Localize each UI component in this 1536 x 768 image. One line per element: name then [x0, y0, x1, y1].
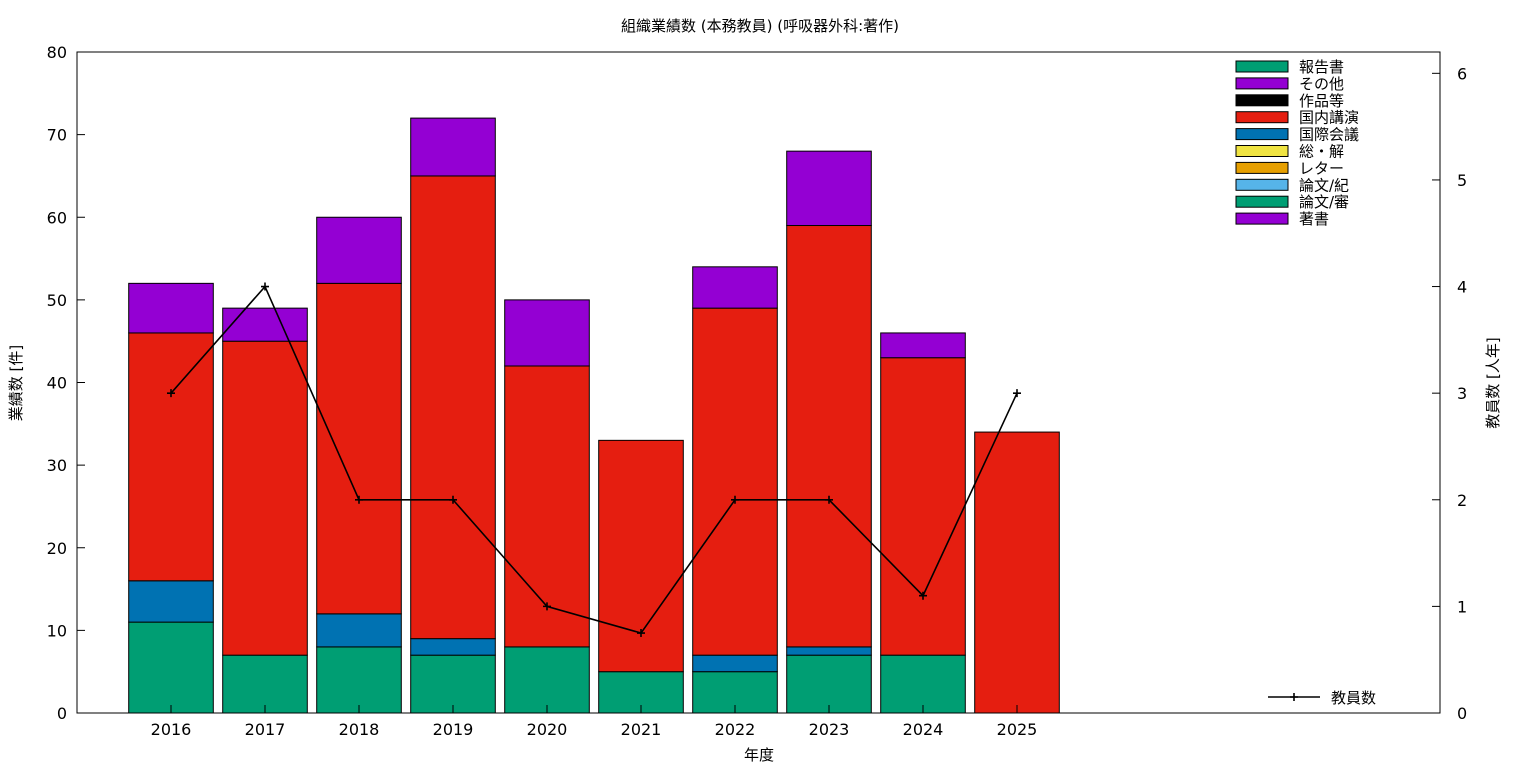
- y-tick-label-7: 70: [47, 126, 67, 145]
- bar-segment-3-5: [598, 439, 684, 673]
- bar-segment-8-0: [128, 621, 214, 714]
- x-tick-label-5: 2021: [621, 720, 662, 739]
- bar-segment-3-9: [974, 431, 1060, 714]
- line-layer: [167, 282, 1021, 638]
- bar-segment-3-1: [222, 340, 308, 656]
- bar-segment-9-8: [880, 332, 966, 359]
- faculty-count-point-1: [261, 282, 269, 291]
- bar-segment-3-6: [692, 307, 778, 656]
- faculty-count-point-6: [731, 495, 739, 504]
- bar-segment-4-3: [410, 638, 496, 656]
- bar-segment-9-3: [410, 117, 496, 177]
- bar-segment-4-2: [316, 613, 402, 648]
- bar-segment-3-7: [786, 225, 872, 648]
- y-tick-label-2: 20: [47, 539, 67, 558]
- faculty-count-point-8: [919, 591, 927, 600]
- x-tick-label-2: 2018: [339, 720, 380, 739]
- x-tick-label-7: 2023: [809, 720, 850, 739]
- legend-label-3: 国内講演: [1299, 109, 1359, 127]
- legend-swatch-7: [1235, 178, 1289, 191]
- y-axis-label: 業績数 [件]: [7, 345, 25, 421]
- x-tick-label-0: 2016: [151, 720, 192, 739]
- legend-swatch-4: [1235, 128, 1289, 141]
- bar-segment-8-8: [880, 654, 966, 714]
- legend-swatch-8: [1235, 195, 1289, 208]
- bar-segment-3-8: [880, 357, 966, 656]
- bar-segment-9-7: [786, 150, 872, 227]
- x-tick-label-6: 2022: [715, 720, 756, 739]
- y2-tick-label-4: 4: [1457, 278, 1467, 297]
- faculty-count-point-4: [543, 602, 551, 611]
- legend-swatch-6: [1235, 161, 1289, 174]
- faculty-count-line: [170, 285, 1018, 634]
- y-tick-label-8: 80: [47, 43, 67, 62]
- faculty-count-point-7: [825, 495, 833, 504]
- bar-segment-9-6: [692, 266, 778, 309]
- bar-segment-9-4: [504, 299, 590, 367]
- legend-line-marker: [1290, 693, 1298, 701]
- legend-label-9: 著書: [1299, 210, 1329, 228]
- legend-label-4: 国際会議: [1299, 126, 1359, 144]
- legend-swatch-0: [1235, 60, 1289, 73]
- x-tick-label-4: 2020: [527, 720, 568, 739]
- legend-label-2: 作品等: [1299, 92, 1344, 110]
- legend-label-8: 論文/審: [1299, 193, 1349, 211]
- bar-segment-4-0: [128, 580, 214, 623]
- x-tick-label-9: 2025: [997, 720, 1038, 739]
- axes-layer: 0 10 20 30 40 50 60 70 80 0 1 2 3 4 5 6 2016 2017 2018 2019…: [47, 43, 1468, 739]
- legend-label-1: その他: [1299, 75, 1344, 93]
- legend-label-7: 論文/紀: [1299, 176, 1349, 194]
- y2-tick-label-0: 0: [1457, 704, 1467, 723]
- y-tick-label-6: 60: [47, 208, 67, 227]
- bar-segment-8-7: [786, 654, 872, 714]
- x-tick-label-1: 2017: [245, 720, 286, 739]
- bar-segment-9-1: [222, 307, 308, 342]
- y2-tick-label-6: 6: [1457, 64, 1467, 83]
- y2-tick-label-1: 1: [1457, 597, 1467, 616]
- bar-segment-3-0: [128, 332, 214, 582]
- bar-segment-8-4: [504, 646, 590, 714]
- legend-swatch-5: [1235, 145, 1289, 157]
- y2-tick-label-3: 3: [1457, 384, 1467, 403]
- y2-axis-label: 教員数 [人年]: [1484, 337, 1502, 428]
- legend-label-6: レター: [1299, 159, 1344, 177]
- bar-segment-8-2: [316, 646, 402, 714]
- faculty-count-point-5: [637, 629, 645, 638]
- y-tick-label-3: 30: [47, 456, 67, 475]
- x-tick-label-8: 2024: [903, 720, 944, 739]
- bar-segment-3-2: [316, 282, 402, 615]
- bar-segment-3-4: [504, 365, 590, 648]
- y2-tick-label-2: 2: [1457, 491, 1467, 510]
- y-tick-label-5: 50: [47, 291, 67, 310]
- faculty-count-point-2: [355, 495, 363, 504]
- chart-title: 組織業績数 (本務教員) (呼吸器外科:著作): [621, 17, 899, 35]
- bar-segment-8-3: [410, 654, 496, 714]
- y-tick-label-1: 10: [47, 621, 67, 640]
- bar-segment-4-7: [786, 646, 872, 656]
- legend-swatch-1: [1235, 77, 1289, 90]
- bars-layer: [128, 117, 1060, 714]
- x-tick-label-3: 2019: [433, 720, 474, 739]
- legend-swatch-2: [1235, 94, 1289, 107]
- faculty-count-point-9: [1013, 389, 1021, 398]
- y-tick-label-0: 0: [57, 704, 67, 723]
- bar-segment-9-2: [316, 216, 402, 284]
- faculty-count-point-0: [167, 389, 175, 398]
- legend-swatch-9: [1235, 212, 1289, 225]
- legend-line-label: 教員数: [1331, 689, 1376, 707]
- legend-label-5: 総・解: [1299, 143, 1344, 161]
- bar-segment-4-6: [692, 654, 778, 673]
- bar-segment-3-3: [410, 175, 496, 640]
- bar-segment-8-1: [222, 654, 308, 714]
- bar-segment-9-0: [128, 282, 214, 334]
- y-tick-label-4: 40: [47, 374, 67, 393]
- y2-tick-label-5: 5: [1457, 171, 1467, 190]
- legend-swatch-3: [1235, 111, 1289, 124]
- faculty-count-point-3: [449, 495, 457, 504]
- x-axis-label: 年度: [744, 746, 774, 764]
- legend-label-0: 報告書: [1299, 58, 1344, 76]
